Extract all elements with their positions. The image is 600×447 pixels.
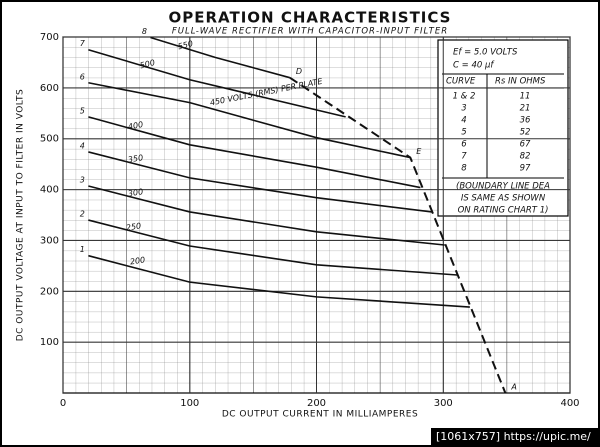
x-tick-label: 400 — [560, 398, 579, 409]
info-note: IS SAME AS SHOWN — [461, 194, 546, 204]
x-tick-label: 0 — [60, 398, 66, 409]
table-cell: 3 — [461, 104, 466, 114]
x-tick-label: 100 — [180, 398, 199, 409]
y-tick-label: 100 — [40, 337, 59, 348]
info-note: (BOUNDARY LINE DEA — [456, 182, 550, 192]
curve-label: 300 — [127, 187, 144, 198]
curve-number: 3 — [80, 176, 85, 185]
y-tick-label: 400 — [40, 185, 59, 196]
table-cell: 7 — [461, 152, 467, 162]
x-tick-label: 300 — [434, 398, 453, 409]
watermark-bg — [431, 428, 599, 446]
curve-number: 7 — [80, 39, 86, 48]
curve-label: 500 — [139, 58, 156, 70]
y-tick-label: 700 — [40, 32, 59, 43]
table-cell: 36 — [520, 116, 531, 126]
curve-number: 4 — [80, 141, 85, 150]
curve-label: 200 — [129, 255, 145, 266]
curve-number: 8 — [142, 27, 147, 36]
curve — [88, 48, 346, 118]
table-cell: 8 — [461, 164, 467, 174]
curve — [88, 185, 445, 246]
table-cell: 11 — [520, 92, 531, 102]
curve — [88, 151, 432, 213]
info-frame — [437, 39, 569, 217]
curve-number: 6 — [80, 72, 85, 81]
curve-label: 400 — [127, 120, 144, 132]
chart-subtitle: FULL-WAVE RECTIFIER WITH CAPACITOR-INPUT… — [172, 27, 448, 37]
curve-label: 250 — [125, 221, 141, 232]
table-header: Rs IN OHMS — [495, 77, 546, 87]
curve — [150, 36, 291, 79]
info-line: C = 40 µf — [453, 61, 495, 71]
chart-title: OPERATION CHARACTERISTICS — [169, 9, 452, 27]
table-cell: 5 — [461, 128, 466, 138]
table-cell: 6 — [461, 140, 467, 150]
point-label: D — [296, 67, 302, 76]
y-tick-label: 300 — [40, 235, 59, 246]
table-cell: 52 — [520, 128, 531, 138]
curve-number: 1 — [80, 245, 85, 254]
info-line: Ef = 5.0 VOLTS — [453, 48, 518, 58]
table-header: CURVE — [446, 77, 476, 87]
curve — [88, 219, 458, 276]
y-axis-label: DC OUTPUT VOLTAGE AT INPUT TO FILTER IN … — [16, 89, 26, 342]
x-tick-label: 200 — [307, 398, 326, 409]
table-cell: 67 — [520, 140, 531, 150]
info-box: Ef = 5.0 VOLTS C = 40 µf CURVE Rs IN OHM… — [437, 39, 569, 217]
curve-number: 5 — [80, 106, 85, 115]
y-tick-label: 600 — [40, 83, 59, 94]
curve — [88, 254, 470, 308]
info-note: ON RATING CHART 1) — [458, 206, 549, 216]
curve-number: 2 — [80, 210, 85, 219]
table-cell: 4 — [461, 116, 466, 126]
y-tick-label: 200 — [40, 286, 59, 297]
curve-label: 550 — [177, 39, 194, 51]
curve — [88, 81, 411, 159]
x-axis-label: DC OUTPUT CURRENT IN MILLIAMPERES — [222, 410, 418, 420]
curve — [88, 116, 421, 189]
table-cell: 1 & 2 — [453, 92, 476, 102]
table-cell: 97 — [520, 164, 531, 174]
point-label: A — [510, 383, 516, 392]
watermark: [1061x757] https://upic.me/ — [436, 430, 591, 443]
curve-label: 350 — [127, 153, 144, 164]
table-cell: 21 — [520, 104, 531, 114]
y-tick-label: 500 — [40, 134, 59, 145]
point-label: E — [416, 147, 422, 156]
boundary-line — [289, 76, 507, 394]
table-cell: 82 — [520, 152, 531, 162]
